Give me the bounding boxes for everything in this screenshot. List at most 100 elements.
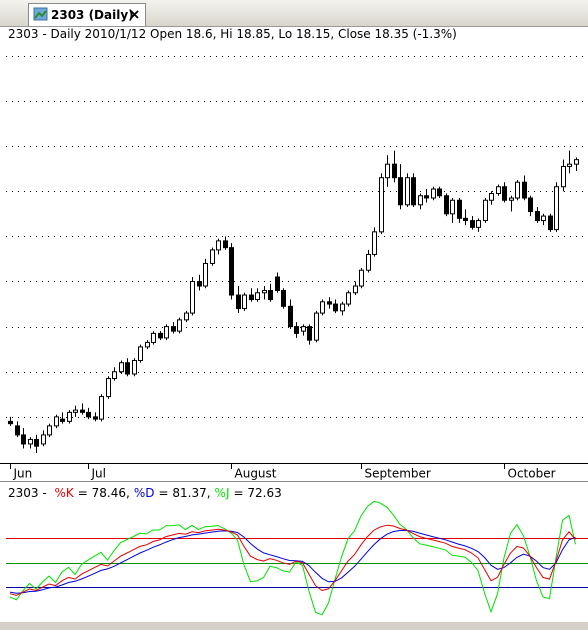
candle-body — [340, 303, 345, 312]
candle-body — [255, 292, 260, 301]
candle-body — [15, 425, 20, 436]
tab-icon — [33, 7, 48, 21]
candle-body — [41, 434, 46, 445]
series-name: %K — [54, 486, 74, 500]
tab-bar: 2303 (Daily) — [0, 0, 588, 27]
candle-body — [515, 181, 520, 199]
candle-body — [268, 290, 273, 301]
tab-title: 2303 (Daily) — [51, 8, 134, 22]
candle-body — [372, 231, 377, 255]
x-tick-label: August — [235, 467, 277, 481]
candle-body — [567, 163, 572, 167]
candle-body — [489, 193, 494, 201]
candle-body — [353, 285, 358, 294]
x-tick-label: September — [365, 467, 431, 481]
x-tick-label: Jun — [13, 467, 33, 481]
indicator-line — [9, 529, 576, 594]
bottom-strip — [0, 622, 588, 630]
series-name: %D — [133, 486, 155, 500]
candle-body — [424, 195, 429, 199]
candle-body — [463, 217, 468, 222]
candle-body — [437, 188, 442, 197]
candle-body — [431, 188, 436, 199]
candle-body — [242, 294, 247, 310]
candle-body — [450, 199, 455, 215]
candle-body — [554, 186, 559, 231]
candle-body — [574, 159, 579, 165]
candle-body — [80, 409, 85, 413]
candle-body — [197, 280, 202, 287]
candle-body — [34, 438, 39, 447]
candle-body — [151, 332, 156, 343]
tab[interactable]: 2303 (Daily) — [28, 3, 146, 26]
candle-body — [541, 215, 546, 222]
indicator-line — [9, 524, 576, 596]
candle-body — [385, 163, 390, 179]
candle-body — [125, 362, 130, 375]
candle-body — [366, 253, 371, 271]
candle-body — [476, 220, 481, 228]
close-button[interactable] — [130, 10, 140, 20]
candle-body — [99, 396, 104, 420]
series-readout: = 72.63 — [233, 486, 282, 500]
indicator-line — [9, 500, 576, 616]
candle-body — [86, 411, 91, 418]
candle-body — [275, 276, 280, 292]
candle-body — [405, 177, 410, 206]
candle-body — [294, 326, 299, 334]
candle-body — [262, 290, 267, 294]
candle-body — [21, 434, 26, 445]
candle-body — [106, 378, 111, 398]
candle-body — [145, 341, 150, 348]
candle-body — [528, 197, 533, 213]
candle-body — [561, 165, 566, 188]
candle-body — [307, 326, 312, 341]
series-name: %J — [214, 486, 230, 500]
candle-body — [190, 280, 195, 314]
candle-body — [28, 438, 33, 445]
candle-body — [177, 319, 182, 332]
candle-body — [138, 346, 143, 361]
candle-body — [73, 409, 78, 413]
candle-body — [411, 177, 416, 206]
candle-body — [320, 301, 325, 314]
candle-body — [392, 163, 397, 179]
candle-body — [548, 215, 553, 231]
candle-body — [301, 326, 306, 332]
candle-body — [535, 211, 540, 222]
candle-body — [281, 290, 286, 307]
candle-body — [444, 195, 449, 215]
candle-body — [502, 186, 507, 201]
indicator-header: 2303 - %K = 78.46, %D = 81.37, %J = 72.63 — [8, 486, 282, 500]
candle-body — [346, 292, 351, 305]
candle-body — [229, 247, 234, 296]
candle-body — [223, 240, 228, 249]
candle-body — [333, 303, 338, 312]
candle-body — [457, 199, 462, 219]
candle-body — [470, 220, 475, 228]
candle-body — [379, 177, 384, 233]
candle-body — [67, 411, 72, 422]
candle-body — [398, 177, 403, 206]
candle-body — [327, 301, 332, 305]
candle-body — [8, 420, 13, 425]
candle-body — [210, 249, 215, 264]
candle-body — [418, 195, 423, 206]
x-tick-label: Jul — [91, 467, 106, 481]
series-readout: = 81.37, — [158, 486, 211, 500]
price-header: 2303 - Daily 2010/1/12 Open 18.6, Hi 18.… — [8, 27, 457, 41]
candle-body — [249, 294, 254, 301]
candle-body — [236, 294, 241, 310]
candle-body — [158, 332, 163, 339]
series-readout: = 78.46, — [77, 486, 130, 500]
candle-body — [164, 326, 169, 339]
candle-body — [496, 186, 501, 195]
candle-body — [184, 312, 189, 321]
candle-body — [216, 240, 221, 251]
candle-body — [112, 371, 117, 380]
candle-body — [119, 362, 124, 373]
candle-body — [203, 262, 208, 287]
candle-body — [60, 418, 65, 422]
